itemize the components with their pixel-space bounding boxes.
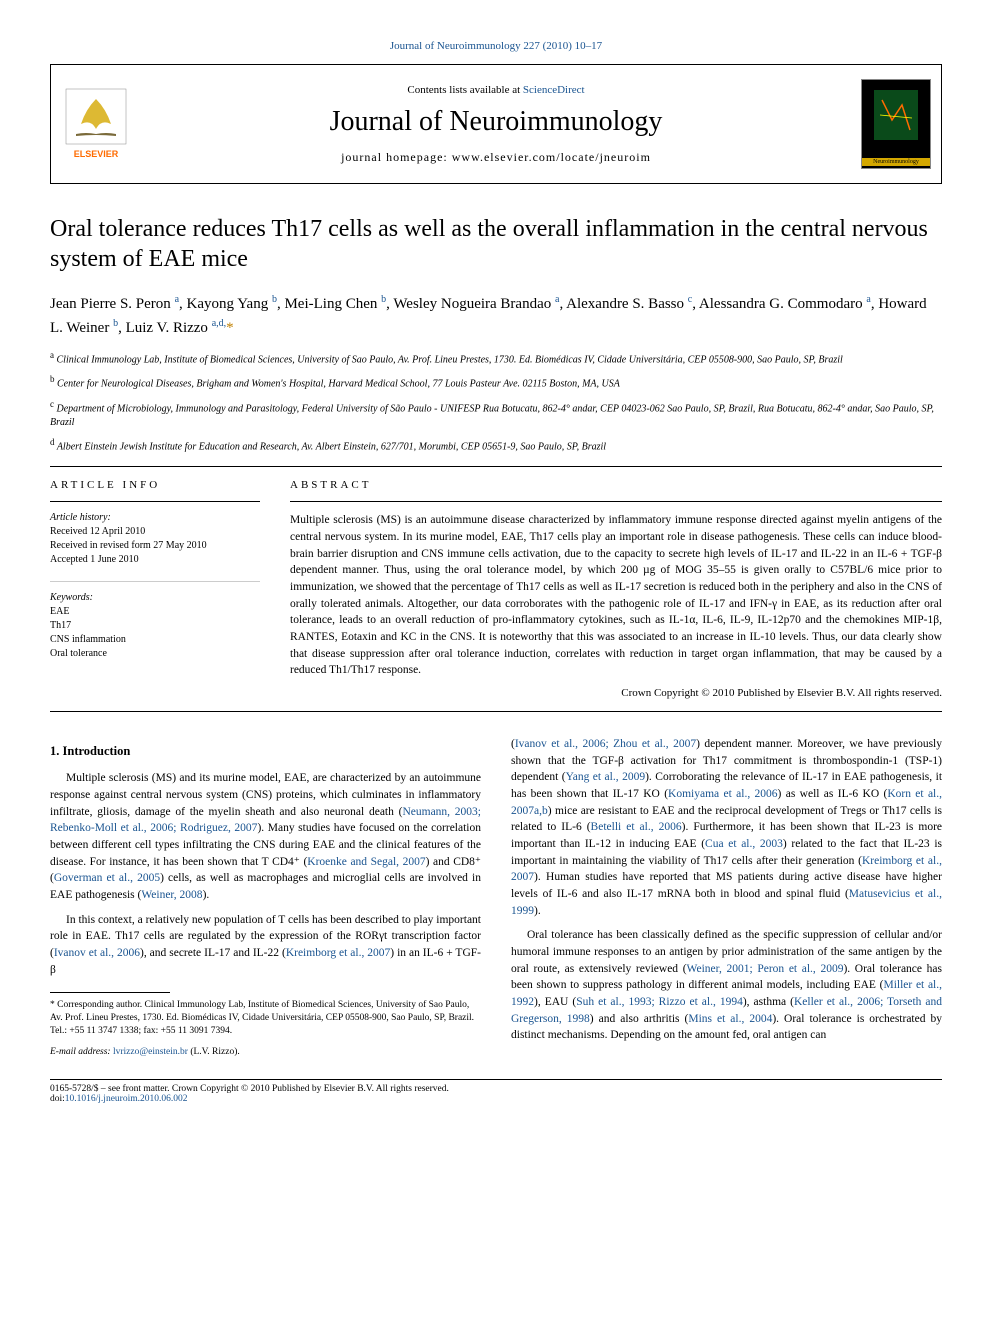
citation-link[interactable]: Cua et al., 2003 <box>705 838 783 850</box>
citation-link[interactable]: Weiner, 2001; Peron et al., 2009 <box>687 963 844 975</box>
citation-link[interactable]: Ivanov et al., 2006 <box>54 947 140 959</box>
keyword: Th17 <box>50 619 260 633</box>
body-text: 1. Introduction Multiple sclerosis (MS) … <box>50 736 942 1059</box>
history-received: Received 12 April 2010 <box>50 525 260 539</box>
keyword: EAE <box>50 605 260 619</box>
divider <box>50 466 942 467</box>
keywords-label: Keywords: <box>50 592 260 603</box>
divider <box>50 501 260 502</box>
article-info-heading: article info <box>50 479 260 491</box>
history-revised: Received in revised form 27 May 2010 <box>50 539 260 553</box>
citation-link[interactable]: Betelli et al., 2006 <box>591 821 682 833</box>
corresponding-email: E-mail address: lvrizzo@einstein.br (L.V… <box>50 1046 481 1059</box>
cover-thumbnail: Neuroimmunology <box>861 79 931 169</box>
divider <box>50 581 260 582</box>
cover-art-icon <box>862 80 930 150</box>
svg-text:ELSEVIER: ELSEVIER <box>74 149 119 159</box>
keyword: Oral tolerance <box>50 647 260 661</box>
citation-link[interactable]: Goverman et al., 2005 <box>54 872 160 884</box>
body-paragraph: Oral tolerance has been classically defi… <box>511 927 942 1044</box>
affiliation-d: Albert Einstein Jewish Institute for Edu… <box>57 441 606 452</box>
affiliations: a Clinical Immunology Lab, Institute of … <box>50 349 942 454</box>
body-paragraph: (Ivanov et al., 2006; Zhou et al., 2007)… <box>511 736 942 919</box>
body-paragraph: Multiple sclerosis (MS) and its murine m… <box>50 770 481 903</box>
page-footer: 0165-5728/$ – see front matter. Crown Co… <box>50 1079 942 1104</box>
citation-link[interactable]: Weiner, 2008 <box>141 889 202 901</box>
email-link[interactable]: lvrizzo@einstein.br <box>113 1047 188 1057</box>
footnote-divider <box>50 992 170 993</box>
affiliation-b: Center for Neurological Diseases, Brigha… <box>57 379 620 390</box>
header-citation: Journal of Neuroimmunology 227 (2010) 10… <box>50 40 942 52</box>
contents-list-line: Contents lists available at ScienceDirec… <box>141 84 851 96</box>
citation-link[interactable]: Kreimborg et al., 2007 <box>286 947 390 959</box>
cover-label: Neuroimmunology <box>862 158 930 166</box>
elsevier-logo-icon: ELSEVIER <box>61 84 131 164</box>
history-accepted: Accepted 1 June 2010 <box>50 553 260 567</box>
citation-link[interactable]: Komiyama et al., 2006 <box>668 788 778 800</box>
doi-label: doi: <box>50 1094 65 1104</box>
journal-homepage: journal homepage: www.elsevier.com/locat… <box>141 150 851 165</box>
corresponding-author-footnote: * Corresponding author. Clinical Immunol… <box>50 999 481 1037</box>
section-heading: 1. Introduction <box>50 742 481 760</box>
elsevier-logo-container: ELSEVIER <box>51 65 141 183</box>
citation-link[interactable]: Ivanov et al., 2006; Zhou et al., 2007 <box>515 738 696 750</box>
divider <box>290 501 942 502</box>
affiliation-a: Clinical Immunology Lab, Institute of Bi… <box>57 354 843 365</box>
citation-link[interactable]: Yang et al., 2009 <box>566 771 646 783</box>
abstract-copyright: Crown Copyright © 2010 Published by Else… <box>290 687 942 699</box>
authors-list: Jean Pierre S. Peron a, Kayong Yang b, M… <box>50 292 942 339</box>
divider <box>50 711 942 712</box>
citation-link[interactable]: Journal of Neuroimmunology 227 (2010) 10… <box>390 40 602 52</box>
body-paragraph: In this context, a relatively new popula… <box>50 912 481 979</box>
journal-name: Journal of Neuroimmunology <box>141 106 851 138</box>
citation-link[interactable]: Suh et al., 1993; Rizzo et al., 1994 <box>576 996 743 1008</box>
cover-thumb-container: Neuroimmunology <box>851 65 941 183</box>
citation-link[interactable]: Kroenke and Segal, 2007 <box>307 856 425 868</box>
abstract-text: Multiple sclerosis (MS) is an autoimmune… <box>290 512 942 679</box>
keyword: CNS inflammation <box>50 633 260 647</box>
footer-copyright: 0165-5728/$ – see front matter. Crown Co… <box>50 1084 942 1094</box>
journal-header-box: ELSEVIER Contents lists available at Sci… <box>50 64 942 184</box>
doi-link[interactable]: 10.1016/j.jneuroim.2010.06.002 <box>65 1094 188 1104</box>
sciencedirect-link[interactable]: ScienceDirect <box>523 84 585 96</box>
abstract-heading: abstract <box>290 479 942 491</box>
citation-link[interactable]: Mins et al., 2004 <box>688 1013 772 1025</box>
article-title: Oral tolerance reduces Th17 cells as wel… <box>50 214 942 274</box>
history-label: Article history: <box>50 512 260 523</box>
affiliation-c: Department of Microbiology, Immunology a… <box>50 403 934 428</box>
